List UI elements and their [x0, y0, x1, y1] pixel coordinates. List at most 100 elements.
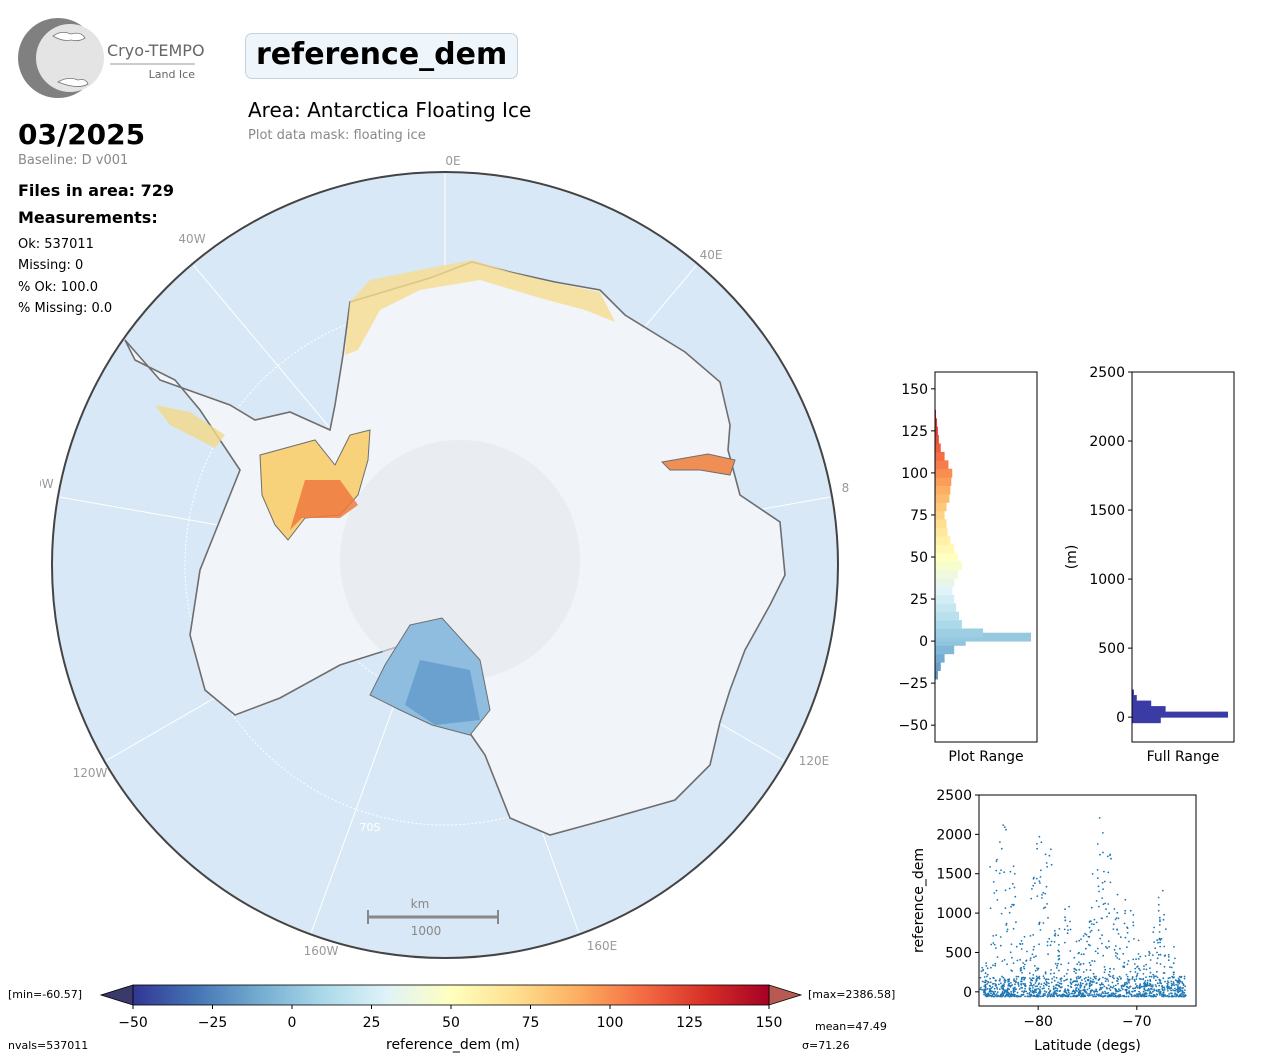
scatter-point — [1043, 990, 1046, 992]
scatter-point — [1035, 877, 1038, 880]
scatter-point — [1023, 983, 1025, 985]
scatter-point — [1058, 957, 1061, 960]
scatter-point — [1036, 979, 1038, 981]
scatter-point — [1034, 982, 1037, 984]
scatter-point — [1021, 990, 1023, 993]
scatter-point — [1008, 911, 1011, 914]
scatter-point — [1113, 968, 1115, 970]
scatter-point — [1174, 957, 1176, 960]
scatter-point — [1088, 921, 1091, 923]
scatter-point — [1049, 944, 1052, 947]
scatter-point — [1135, 978, 1138, 980]
scatter-point — [1012, 927, 1015, 930]
scatter-point — [1179, 989, 1181, 992]
scatter-point — [996, 986, 998, 989]
scatter-point — [1090, 929, 1093, 932]
scatter-point — [979, 976, 982, 979]
meridian-label-80e: 80E — [842, 481, 850, 495]
scatter-point — [1050, 863, 1053, 866]
scatter-point — [1070, 995, 1072, 998]
scatter-point — [1131, 990, 1134, 993]
scatter-point — [1015, 995, 1018, 998]
histogram-bar — [1132, 711, 1228, 718]
scatter-point — [1169, 976, 1171, 979]
scatter-point — [1089, 964, 1092, 967]
scatter-point — [1181, 989, 1184, 992]
scatter-point — [1112, 974, 1115, 977]
antarctica-map: 0E 40E 80E 120E 160E 160W 120W 80W 40W 7… — [40, 154, 850, 959]
scatter-point — [1092, 978, 1094, 981]
scatter-point — [1038, 943, 1040, 946]
scatter-point — [1012, 903, 1015, 906]
scatter-point — [1114, 995, 1117, 998]
scatter-point — [1144, 989, 1147, 992]
scatter-point — [1032, 977, 1035, 979]
scatter-point — [1037, 967, 1040, 970]
scatter-point — [1108, 912, 1111, 915]
scatter-point — [1149, 980, 1152, 982]
scatter-point — [1174, 989, 1177, 992]
scatter-point — [1024, 987, 1026, 990]
histogram-bar — [935, 418, 937, 428]
scatter-point — [1019, 958, 1021, 961]
scatter-frame — [978, 794, 1197, 1007]
scatter-point — [1110, 857, 1112, 860]
scatter-point — [1010, 990, 1012, 993]
scatter-point — [1003, 871, 1005, 874]
scatter-point — [1021, 943, 1024, 945]
scatter-point — [1170, 995, 1173, 998]
histogram-x-label: Full Range — [1147, 749, 1220, 765]
scatter-point — [1039, 990, 1041, 992]
scatter-point — [1055, 983, 1058, 986]
scatter-point — [982, 969, 984, 972]
scatter-point — [1092, 995, 1095, 998]
scatter-point — [979, 988, 982, 991]
scatter-point — [1089, 969, 1092, 971]
scatter-point — [1074, 990, 1076, 993]
scatter-point — [1103, 880, 1106, 883]
x-tick-label: −80 — [1023, 1014, 1053, 1030]
scatter-point — [1118, 958, 1121, 960]
scatter-point — [1067, 993, 1070, 996]
scatter-point — [1102, 903, 1105, 906]
scatter-point — [1151, 954, 1154, 956]
scatter-point — [1151, 984, 1154, 986]
scatter-point — [1089, 931, 1092, 933]
scatter-point — [1129, 985, 1131, 988]
scatter-point — [1111, 981, 1114, 984]
scatter-point — [1134, 987, 1137, 989]
scatter-point — [1143, 965, 1145, 967]
scatter-point — [1131, 976, 1134, 979]
scatter-point — [1065, 972, 1068, 975]
scatter-point — [1035, 975, 1038, 978]
scatter-point — [994, 990, 997, 993]
scatter-point — [1046, 993, 1049, 996]
scatter-point — [1011, 882, 1014, 885]
scatter-point — [1171, 975, 1174, 978]
scatter-point — [1038, 991, 1040, 994]
scatter-point — [1144, 980, 1147, 982]
histogram-bar — [935, 544, 955, 554]
scatter-point — [1007, 994, 1009, 996]
scatter-point — [985, 988, 987, 991]
scatter-point — [1123, 994, 1125, 997]
scatter-point — [998, 988, 1001, 990]
scatter-point — [1167, 989, 1169, 992]
scatter-point — [1035, 991, 1037, 994]
scatter-point — [1058, 954, 1061, 957]
scatter-point — [1047, 916, 1049, 919]
scatter-point — [984, 972, 987, 975]
scatter-point — [1101, 995, 1104, 998]
scatter-point — [1095, 995, 1097, 998]
scatter-point — [989, 985, 992, 988]
scatter-point — [1040, 983, 1043, 985]
scatter-point — [985, 979, 987, 982]
scatter-point — [1079, 976, 1081, 979]
scatter-point — [1024, 995, 1026, 998]
scatter-point — [992, 935, 995, 937]
histogram-bar — [935, 653, 945, 663]
scatter-point — [999, 978, 1001, 980]
scatter-point — [1002, 976, 1005, 979]
scatter-point — [1013, 979, 1015, 982]
scatter-point — [1006, 930, 1008, 933]
